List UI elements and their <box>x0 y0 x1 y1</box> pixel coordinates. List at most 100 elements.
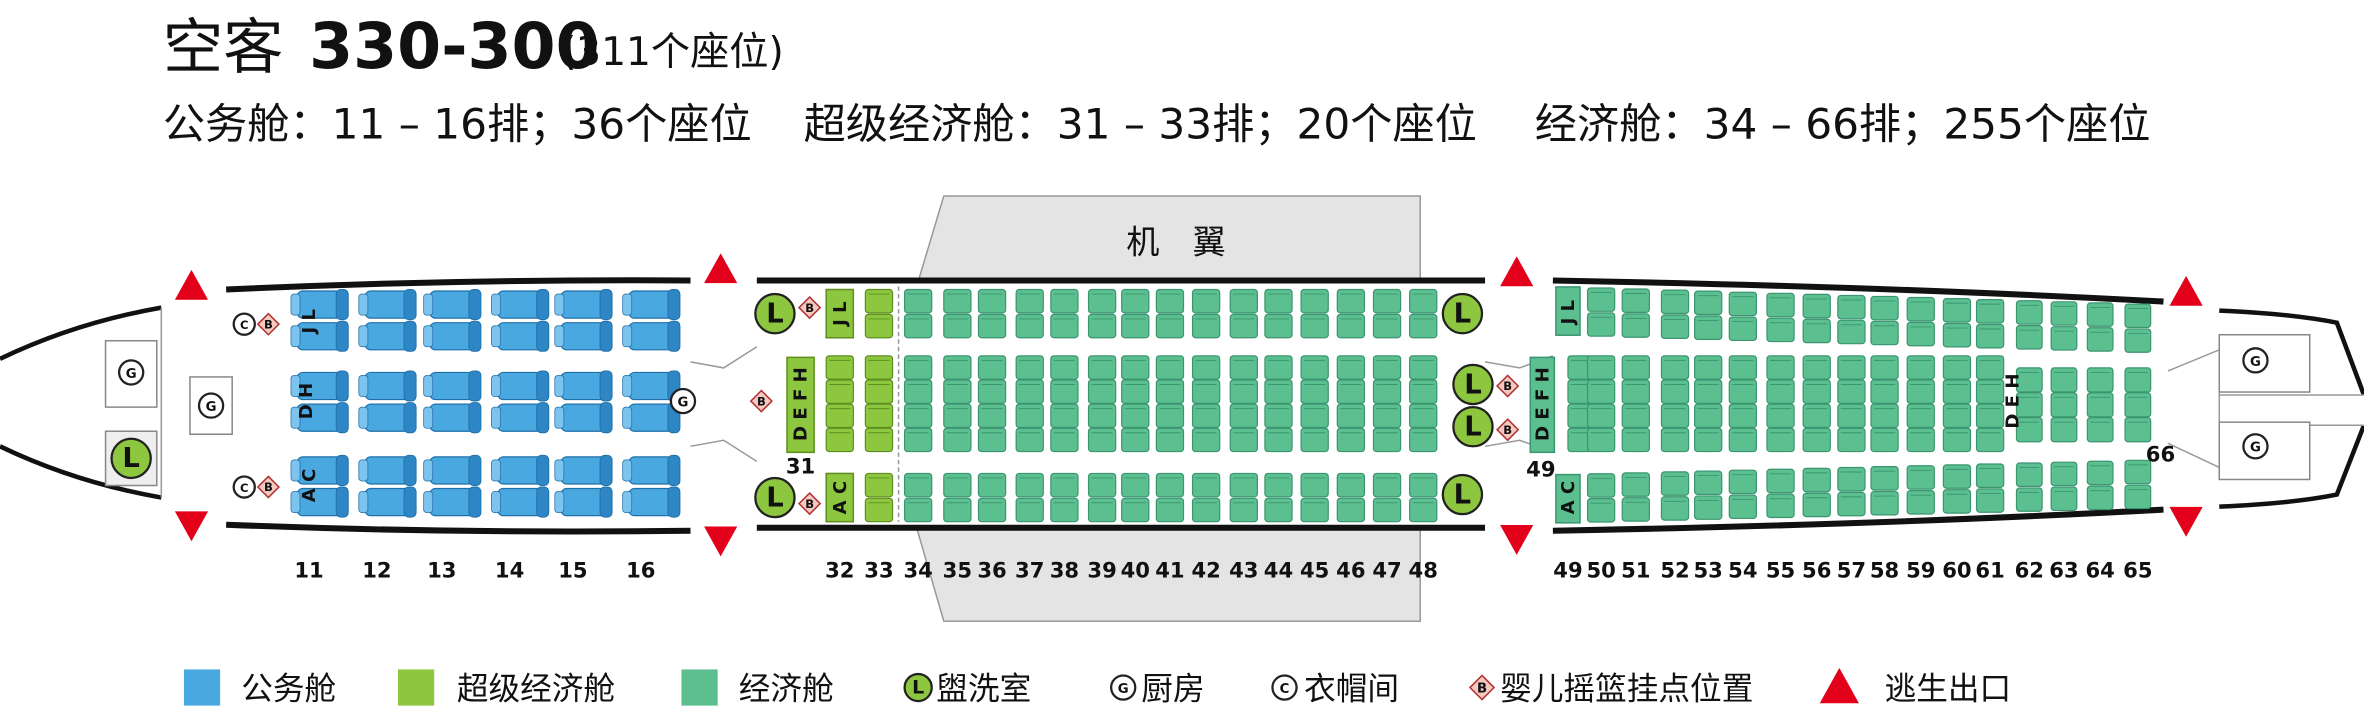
seat-letters: A C <box>830 481 851 515</box>
business-seat <box>560 456 607 485</box>
business-seat <box>364 371 411 401</box>
economy-seat <box>1975 299 2005 324</box>
row-number: 44 <box>1264 557 1293 582</box>
bassinet-icon <box>797 491 822 516</box>
row-number: 15 <box>558 557 587 582</box>
economy-seat <box>1728 469 1758 495</box>
economy-seat <box>1766 379 1795 404</box>
bassinet-letter: B <box>1477 681 1487 696</box>
bassinet-icon <box>256 475 280 499</box>
economy-seat <box>1906 355 1935 380</box>
seat-letters: J L <box>299 308 320 335</box>
armrest <box>491 459 501 482</box>
economy-seat <box>1942 298 1972 323</box>
galley-icon <box>669 387 697 415</box>
seat-back <box>536 289 550 321</box>
economy-seat <box>1300 497 1329 523</box>
economy-seat <box>2015 300 2043 325</box>
economy-seat <box>1155 355 1185 380</box>
bassinet-letter: B <box>264 480 273 494</box>
title: 空客 <box>163 13 284 83</box>
armrest <box>358 375 369 397</box>
row-number: 55 <box>1766 557 1795 582</box>
exit-icon <box>2169 275 2203 306</box>
closet-letter: C <box>240 481 249 495</box>
row-number: 51 <box>1621 557 1650 582</box>
economy-seat <box>1837 355 1866 380</box>
economy-seat <box>1015 497 1044 523</box>
economy-seat <box>1586 379 1616 404</box>
economy-seat <box>1586 473 1616 498</box>
row-number: 46 <box>1336 557 1365 582</box>
premium-seat <box>864 355 894 380</box>
seat-back <box>667 454 681 486</box>
row-number: 36 <box>977 557 1006 582</box>
armrest <box>290 293 301 316</box>
seat-back <box>536 402 550 434</box>
bassinet-icon <box>256 312 280 336</box>
economy-seat <box>1766 292 1795 318</box>
seat-letters: A C <box>1558 481 1579 515</box>
economy-seat <box>1660 427 1690 453</box>
armrest <box>622 375 633 397</box>
economy-seat <box>1372 379 1402 404</box>
economy-seat <box>1906 465 1935 490</box>
bassinet-icon <box>1468 674 1496 701</box>
row-number: 50 <box>1586 557 1615 582</box>
seat-back <box>335 370 349 402</box>
economy-seat <box>2124 303 2152 329</box>
legend-label: 超级经济舱 <box>457 672 615 708</box>
economy-seat <box>977 379 1007 404</box>
premium-seat <box>864 472 894 498</box>
armrest <box>554 375 565 397</box>
economy-seat <box>2086 392 2114 418</box>
galley-icon <box>117 359 145 386</box>
economy-seat <box>1975 488 2005 513</box>
economy-seat <box>1942 489 1972 514</box>
economy-seat <box>1015 427 1044 453</box>
legend-swatch <box>681 669 718 706</box>
economy-seat <box>1621 497 1650 522</box>
legend-label: 厨房 <box>1141 672 1204 708</box>
economy-seat <box>1906 490 1935 515</box>
economy-seat <box>2124 328 2152 353</box>
economy-seat <box>943 497 972 523</box>
economy-seat <box>1728 316 1758 342</box>
economy-seat <box>1087 472 1117 498</box>
seat-back <box>468 320 482 352</box>
economy-seat <box>1015 379 1044 404</box>
economy-seat <box>1942 322 1972 348</box>
economy-seat <box>2050 367 2078 393</box>
economy-seat <box>1660 496 1690 521</box>
economy-seat <box>1586 498 1616 523</box>
premium-seat <box>864 427 894 453</box>
business-seat <box>496 322 544 351</box>
row-number: 61 <box>1975 557 2004 582</box>
economy-seat <box>1121 355 1150 380</box>
economy-seat <box>1229 379 1258 404</box>
bassinet-icon <box>1496 418 1520 442</box>
row-number: 60 <box>1942 557 1971 582</box>
seat-back <box>667 320 681 352</box>
business-seat <box>628 487 675 517</box>
economy-seat <box>1586 403 1616 429</box>
business-seat <box>364 322 411 351</box>
seat-back <box>599 402 613 434</box>
seat-back <box>536 486 550 518</box>
economy-seat <box>943 313 972 339</box>
economy-seat <box>2124 417 2152 443</box>
galley-icon <box>2242 433 2269 460</box>
economy-seat <box>1191 355 1221 380</box>
business-seat <box>628 371 675 401</box>
economy-seat <box>1087 313 1117 339</box>
row-number: 13 <box>427 557 456 582</box>
economy-seat <box>1693 403 1723 429</box>
seat-back <box>335 486 349 518</box>
economy-seat <box>903 379 933 404</box>
business-seat <box>628 290 675 319</box>
armrest <box>554 406 565 429</box>
economy-seat <box>1121 379 1150 404</box>
economy-seat <box>1050 313 1079 339</box>
row-number: 53 <box>1693 557 1722 582</box>
economy-seat <box>1409 497 1438 523</box>
